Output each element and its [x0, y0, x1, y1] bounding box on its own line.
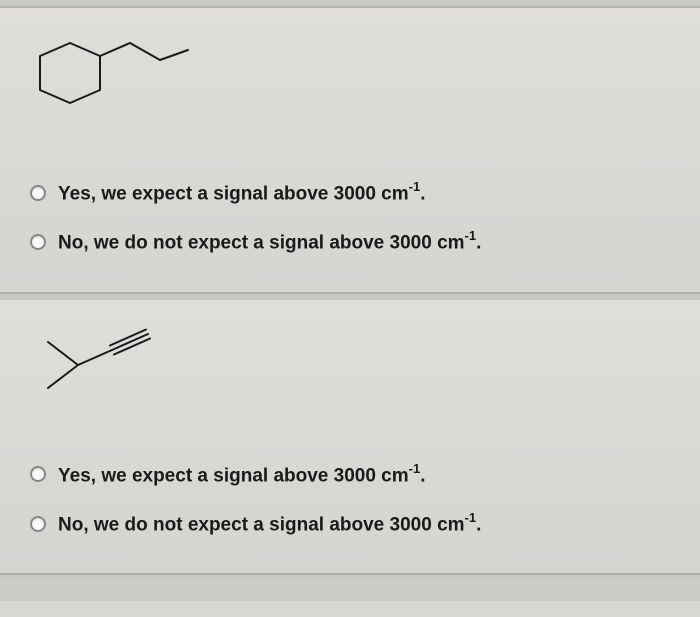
superscript: -1 [409, 179, 421, 194]
option-label: No, we do not expect a signal above 3000… [58, 229, 481, 254]
radio-button[interactable] [30, 185, 46, 201]
option-row-q1-no[interactable]: No, we do not expect a signal above 3000… [20, 217, 680, 266]
option-label: Yes, we expect a signal above 3000 cm-1. [58, 462, 426, 487]
option-text-suffix: . [476, 233, 481, 254]
option-row-q2-no[interactable]: No, we do not expect a signal above 3000… [20, 499, 680, 548]
superscript: -1 [409, 461, 421, 476]
top-divider [0, 0, 700, 8]
option-label: No, we do not expect a signal above 3000… [58, 511, 481, 536]
option-text-prefix: Yes, we expect a signal above 3000 cm [58, 465, 409, 486]
option-row-q2-yes[interactable]: Yes, we expect a signal above 3000 cm-1. [20, 450, 680, 499]
option-text-suffix: . [476, 514, 481, 535]
option-label: Yes, we expect a signal above 3000 cm-1. [58, 180, 426, 205]
options-area-1: Yes, we expect a signal above 3000 cm-1.… [0, 158, 700, 292]
superscript: -1 [465, 228, 477, 243]
superscript: -1 [465, 510, 477, 525]
option-text-suffix: . [420, 465, 425, 486]
radio-button[interactable] [30, 466, 46, 482]
option-text-suffix: . [420, 183, 425, 204]
option-text-prefix: No, we do not expect a signal above 3000… [58, 233, 465, 254]
option-text-prefix: No, we do not expect a signal above 3000… [58, 514, 465, 535]
structure-area-1 [0, 8, 700, 158]
bottom-spacer [0, 581, 700, 601]
option-text-prefix: Yes, we expect a signal above 3000 cm [58, 183, 409, 204]
option-row-q1-yes[interactable]: Yes, we expect a signal above 3000 cm-1. [20, 168, 680, 217]
options-area-2: Yes, we expect a signal above 3000 cm-1.… [0, 440, 700, 574]
radio-button[interactable] [30, 516, 46, 532]
question-block-2: Yes, we expect a signal above 3000 cm-1.… [0, 300, 700, 576]
question-block-1: Yes, we expect a signal above 3000 cm-1.… [0, 8, 700, 294]
molecule-dimethyl-alkyne [30, 320, 200, 410]
molecule-propylcyclohexane [30, 28, 200, 128]
radio-button[interactable] [30, 234, 46, 250]
structure-area-2 [0, 300, 700, 440]
